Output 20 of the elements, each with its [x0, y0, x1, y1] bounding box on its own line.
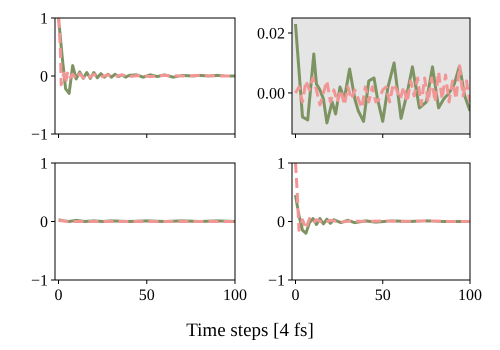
y-tick-label: 1 [40, 10, 48, 28]
y-tick-label: −1 [30, 126, 48, 144]
y-tick-label: 0.02 [257, 26, 285, 43]
x-tick-label: 50 [138, 287, 155, 304]
y-tick-label: 1 [40, 156, 48, 173]
x-tick-label: 0 [291, 287, 300, 304]
x-tick-label: 50 [374, 287, 391, 304]
y-tick-label: 1 [277, 156, 285, 173]
x-tick-label: 0 [54, 287, 63, 304]
y-tick-label: −1 [30, 272, 48, 290]
y-tick-label: 0 [277, 214, 285, 232]
line-series [294, 64, 470, 110]
y-tick-label: −1 [268, 272, 285, 290]
y-tick-label: 0 [40, 214, 48, 232]
y-tick-label: 0 [40, 68, 48, 86]
x-tick-label: 100 [458, 287, 482, 304]
x-tick-label: 100 [223, 287, 247, 304]
line-series [294, 163, 470, 232]
y-tick-label: 0.00 [257, 86, 285, 103]
x-axis-title: Time steps [4 fs] [186, 320, 314, 341]
